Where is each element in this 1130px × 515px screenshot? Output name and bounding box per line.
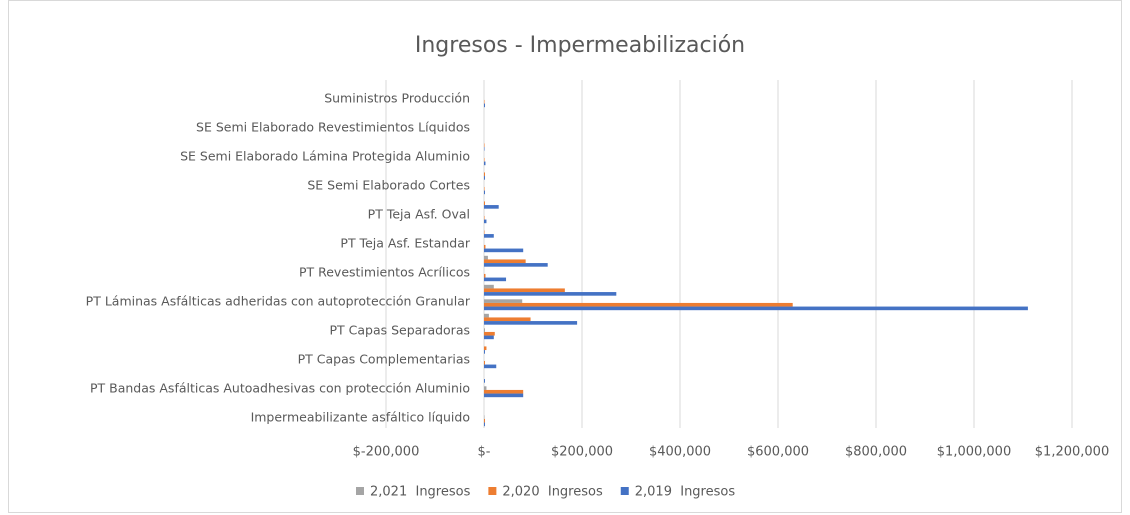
bar (484, 317, 531, 322)
x-tick-label: $600,000 (747, 445, 809, 460)
y-tick-label: SE Semi Elaborado Revestimientos Líquido… (196, 119, 470, 134)
bar (484, 284, 494, 289)
bar (484, 292, 617, 296)
bar (484, 386, 487, 390)
y-tick-label: PT Bandas Asfálticas Autoadhesivas con p… (90, 380, 470, 395)
bar (484, 328, 485, 332)
bar (484, 219, 487, 224)
legend-label: 2,021 Ingresos (370, 485, 471, 500)
legend-swatch (620, 487, 629, 495)
bar (484, 350, 485, 354)
bar (484, 201, 485, 206)
legend-swatch (488, 487, 497, 495)
x-tick-label: $1,000,000 (937, 445, 1011, 460)
bar (484, 331, 495, 336)
y-tick-label: SE Semi Elaborado Cortes (307, 177, 470, 192)
chart-title: Ingresos - Impermeabilización (415, 33, 745, 58)
bar (484, 288, 565, 293)
bar (484, 161, 486, 166)
bar (484, 418, 485, 423)
bar (484, 103, 485, 108)
bar (484, 263, 548, 267)
y-tick-label: Impermeabilizante asfáltico líquido (251, 409, 470, 424)
bar (484, 248, 524, 253)
bar (484, 379, 485, 383)
bar (484, 244, 486, 249)
y-tick-label: PT Capas Complementarias (298, 351, 470, 366)
bar (484, 234, 494, 238)
y-tick-label: PT Teja Asf. Oval (368, 206, 470, 221)
y-tick-label: PT Revestimientos Acrílicos (299, 264, 470, 279)
y-tick-label: PT Láminas Asfálticas adheridas con auto… (86, 293, 471, 308)
bar (484, 302, 793, 307)
y-tick-label: Suministros Producción (324, 90, 470, 105)
bar (484, 422, 485, 427)
x-tick-label: $200,000 (551, 445, 613, 460)
bar (484, 172, 485, 177)
x-tick-label: $400,000 (649, 445, 711, 460)
x-tick-label: $1,200,000 (1035, 445, 1109, 460)
bar (484, 259, 526, 264)
bar (484, 346, 487, 351)
bar (484, 255, 488, 260)
bar (484, 389, 524, 394)
x-tick-label: $- (478, 445, 491, 460)
bar (484, 176, 485, 180)
bar (484, 190, 485, 195)
chart-frame (8, 0, 1122, 513)
x-tick-label: $-200,000 (353, 445, 420, 460)
legend-swatch (356, 487, 364, 495)
y-tick-label: PT Capas Separadoras (329, 322, 470, 337)
bar (484, 306, 1028, 311)
bar (484, 364, 497, 369)
bar (484, 273, 486, 278)
legend-label: 2,020 Ingresos (502, 485, 603, 500)
y-tick-label: SE Semi Elaborado Lámina Protegida Alumi… (180, 148, 470, 163)
bar (484, 393, 524, 398)
y-tick-label: PT Teja Asf. Estandar (340, 235, 470, 250)
bar (484, 321, 578, 325)
bar (484, 360, 485, 365)
bar (484, 313, 489, 318)
bar (484, 205, 499, 209)
legend-label: 2,019 Ingresos (635, 485, 736, 500)
x-tick-label: $800,000 (845, 445, 907, 460)
bar (484, 335, 494, 340)
bar (484, 299, 523, 303)
bar (484, 277, 507, 282)
